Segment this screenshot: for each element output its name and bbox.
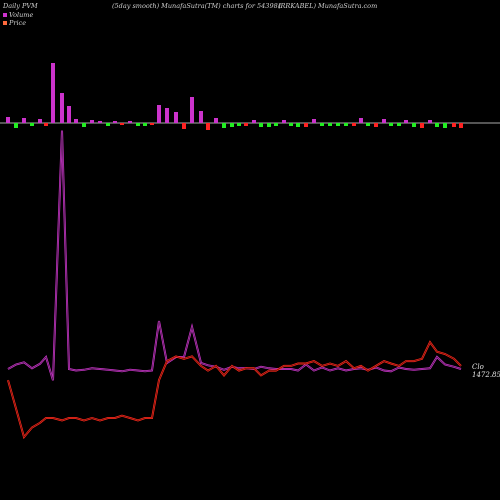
volume-bar [206, 123, 210, 130]
last-price-label: 1472.85 [472, 371, 500, 379]
volume-bar [6, 117, 10, 123]
volume-bars [6, 63, 463, 130]
volume-bar [359, 118, 363, 123]
volume-bar [312, 119, 316, 123]
volume-bar [267, 123, 271, 127]
volume-bar [44, 123, 48, 126]
volume-bar [214, 118, 218, 123]
volume-bar [190, 97, 194, 123]
volume-bar [174, 112, 178, 123]
header-left: Daily PVM [2, 2, 38, 10]
volume-bar [82, 123, 86, 127]
volume-bar [274, 123, 278, 126]
volume-bar [143, 123, 147, 126]
volume-bar [336, 123, 340, 126]
volume-bar [443, 123, 447, 128]
volume-bar [67, 106, 71, 123]
volume-bar [374, 123, 378, 127]
volume-bar [222, 123, 226, 128]
volume-bar [38, 119, 42, 123]
volume-bar [51, 63, 55, 123]
volume-bar [282, 120, 286, 123]
volume-bar [128, 121, 132, 123]
legend-price-swatch [3, 21, 7, 25]
volume-bar [252, 120, 256, 123]
volume-bar [74, 119, 78, 123]
volume-bar [366, 123, 370, 126]
volume-bar [244, 123, 248, 126]
volume-bar [165, 108, 169, 123]
volume-bar [106, 123, 110, 126]
volume-bar [459, 123, 463, 128]
volume-bar [157, 105, 161, 123]
legend-volume-label: Volume [9, 11, 33, 19]
volume-bar [420, 123, 424, 128]
volume-bar [435, 123, 439, 127]
volume-bar [382, 119, 386, 123]
volume-bar [150, 123, 154, 125]
volume-bar [296, 123, 300, 127]
volume-bar [412, 123, 416, 127]
volume-bar [30, 123, 34, 126]
volume-bar [22, 118, 26, 123]
volume-bar [428, 120, 432, 123]
volume-bar [237, 123, 241, 126]
volume-bar [289, 123, 293, 126]
volume-bar [120, 123, 124, 125]
volume-bar [259, 123, 263, 127]
legend: Volume Price [3, 11, 33, 27]
volume-bar [14, 123, 18, 128]
volume-bar [389, 123, 393, 126]
volume-bar [182, 123, 186, 129]
close-label: Clo [472, 363, 484, 371]
volume-bar [230, 123, 234, 127]
volume-bar [136, 123, 140, 126]
volume-bar [304, 123, 308, 127]
volume-bar [397, 123, 401, 126]
volume-bar [320, 123, 324, 126]
volume-bar [328, 123, 332, 126]
header-center: (5day smooth) MunafaSutra(TM) charts for… [112, 2, 282, 10]
volume-bar [113, 121, 117, 123]
volume-bar [60, 93, 64, 123]
volume-bar [404, 120, 408, 123]
volume-bar [90, 120, 94, 123]
price-line-inner [7, 341, 462, 438]
volume-bar [344, 123, 348, 126]
volume-bar [98, 121, 102, 123]
legend-price-label: Price [8, 19, 26, 27]
header-right: (RRKABEL) MunafaSutra.com [278, 2, 377, 10]
volume-bar [199, 111, 203, 123]
volume-bar [352, 123, 356, 126]
volume-bar [452, 123, 456, 127]
legend-volume-swatch [3, 13, 7, 17]
